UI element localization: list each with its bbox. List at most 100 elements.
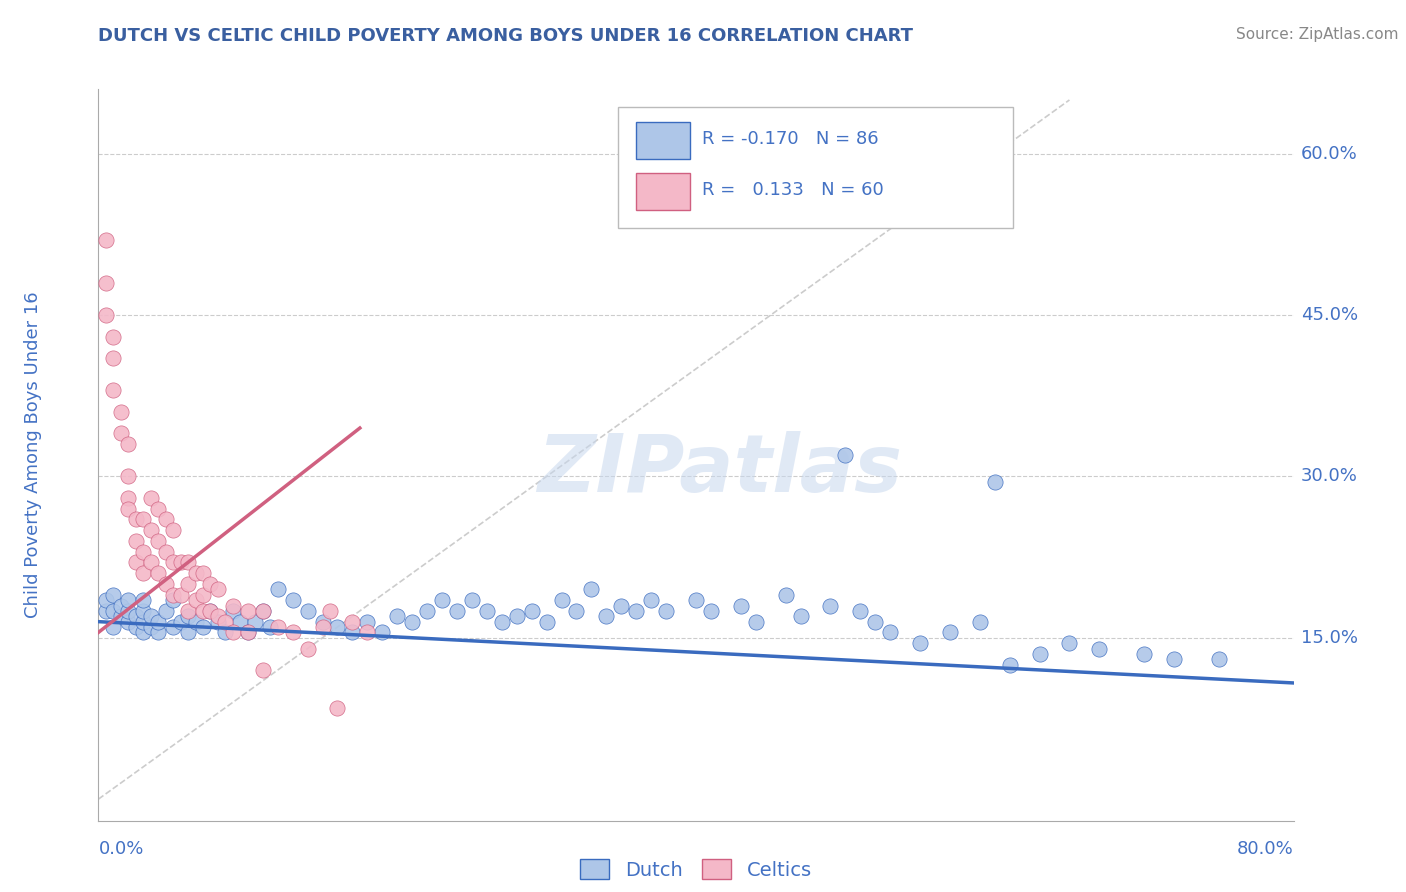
Point bbox=[595, 609, 617, 624]
Point bbox=[207, 615, 229, 629]
Text: 60.0%: 60.0% bbox=[1301, 145, 1358, 162]
Point bbox=[1088, 641, 1111, 656]
Point bbox=[267, 582, 290, 597]
Point bbox=[820, 599, 842, 613]
Point bbox=[191, 566, 214, 581]
Point bbox=[939, 625, 962, 640]
Point bbox=[191, 588, 214, 602]
Point bbox=[162, 588, 184, 602]
Point bbox=[550, 593, 572, 607]
Point bbox=[103, 604, 125, 618]
Text: 45.0%: 45.0% bbox=[1301, 306, 1358, 324]
Point bbox=[103, 620, 125, 634]
Point bbox=[865, 615, 887, 629]
Point bbox=[983, 475, 1005, 489]
Point bbox=[169, 556, 191, 570]
Point bbox=[155, 545, 177, 559]
Point bbox=[879, 625, 901, 640]
Point bbox=[640, 593, 662, 607]
Point bbox=[356, 615, 378, 629]
Point bbox=[245, 615, 267, 629]
Point bbox=[162, 523, 184, 537]
Text: 80.0%: 80.0% bbox=[1237, 840, 1294, 858]
Point bbox=[162, 556, 184, 570]
Point bbox=[125, 620, 148, 634]
Point bbox=[342, 615, 364, 629]
Text: 15.0%: 15.0% bbox=[1301, 629, 1358, 647]
Text: R = -0.170   N = 86: R = -0.170 N = 86 bbox=[702, 130, 879, 148]
Point bbox=[191, 620, 214, 634]
Point bbox=[155, 604, 177, 618]
Point bbox=[297, 641, 319, 656]
Point bbox=[200, 577, 222, 591]
Point bbox=[610, 599, 633, 613]
Point bbox=[103, 384, 125, 398]
Point bbox=[1133, 647, 1156, 661]
Point bbox=[745, 615, 768, 629]
Text: DUTCH VS CELTIC CHILD POVERTY AMONG BOYS UNDER 16 CORRELATION CHART: DUTCH VS CELTIC CHILD POVERTY AMONG BOYS… bbox=[98, 27, 914, 45]
Point bbox=[125, 556, 148, 570]
Point bbox=[491, 615, 513, 629]
Point bbox=[229, 615, 252, 629]
Point bbox=[184, 615, 207, 629]
Point bbox=[319, 604, 342, 618]
Point bbox=[177, 625, 200, 640]
Point bbox=[110, 599, 132, 613]
Point bbox=[94, 233, 117, 247]
Point bbox=[297, 604, 319, 618]
Point bbox=[139, 620, 162, 634]
FancyBboxPatch shape bbox=[636, 122, 690, 159]
Point bbox=[132, 625, 155, 640]
Point bbox=[155, 577, 177, 591]
Point bbox=[148, 533, 170, 548]
Point bbox=[148, 501, 170, 516]
Point bbox=[834, 448, 856, 462]
Point bbox=[148, 615, 170, 629]
Text: 0.0%: 0.0% bbox=[98, 840, 143, 858]
Point bbox=[155, 512, 177, 526]
Point bbox=[139, 491, 162, 505]
Point bbox=[401, 615, 423, 629]
Point bbox=[236, 625, 259, 640]
Point bbox=[148, 625, 170, 640]
Point bbox=[236, 604, 259, 618]
Point bbox=[849, 604, 872, 618]
Point bbox=[117, 437, 139, 451]
Point bbox=[281, 625, 304, 640]
Point bbox=[125, 533, 148, 548]
Point bbox=[110, 405, 132, 419]
Point bbox=[132, 512, 155, 526]
Point bbox=[103, 351, 125, 365]
Point bbox=[184, 566, 207, 581]
Point bbox=[139, 609, 162, 624]
Point bbox=[655, 604, 678, 618]
Point bbox=[730, 599, 752, 613]
Point bbox=[200, 604, 222, 618]
Point bbox=[200, 604, 222, 618]
Legend: Dutch, Celtics: Dutch, Celtics bbox=[572, 852, 820, 888]
Point bbox=[125, 609, 148, 624]
Point bbox=[326, 700, 349, 714]
Point bbox=[259, 620, 281, 634]
Point bbox=[191, 604, 214, 618]
Point bbox=[252, 604, 274, 618]
Point bbox=[475, 604, 498, 618]
Text: 30.0%: 30.0% bbox=[1301, 467, 1358, 485]
Point bbox=[371, 625, 394, 640]
Point bbox=[342, 625, 364, 640]
Point bbox=[207, 609, 229, 624]
Point bbox=[117, 615, 139, 629]
Point bbox=[252, 663, 274, 677]
Point bbox=[94, 604, 117, 618]
Point bbox=[700, 604, 723, 618]
Point bbox=[789, 609, 811, 624]
Point bbox=[177, 577, 200, 591]
Point bbox=[430, 593, 453, 607]
Text: Child Poverty Among Boys Under 16: Child Poverty Among Boys Under 16 bbox=[24, 292, 42, 618]
Point bbox=[132, 604, 155, 618]
Point bbox=[222, 604, 245, 618]
Point bbox=[184, 593, 207, 607]
FancyBboxPatch shape bbox=[619, 108, 1012, 228]
Point bbox=[908, 636, 931, 650]
Point bbox=[117, 593, 139, 607]
